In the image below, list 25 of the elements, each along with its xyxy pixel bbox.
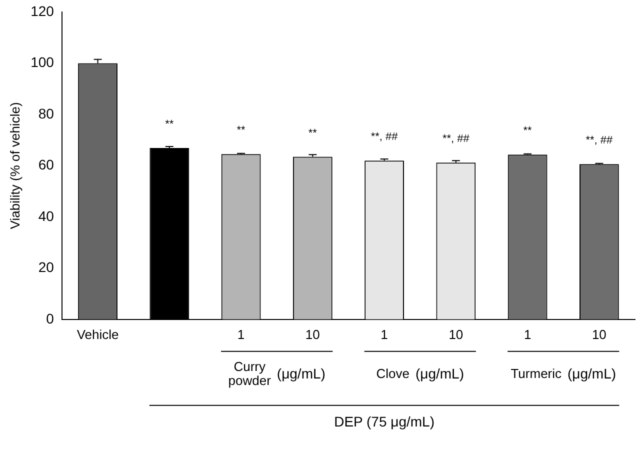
y-axis-title: Viability (% of vehicle) — [7, 102, 22, 230]
x-tick-label: 10 — [448, 326, 464, 342]
x-tick-label: 1 — [237, 326, 245, 342]
data-label: ** — [236, 124, 246, 137]
y-tick-label: 0 — [46, 310, 54, 326]
x-tick-label: Vehicle — [76, 326, 119, 342]
text: Clove (μg/mL) — [376, 365, 464, 382]
text: Turmeric (μg/mL) — [510, 365, 616, 382]
x-tick-label: 10 — [592, 326, 606, 342]
data-label: **, ## — [370, 131, 399, 144]
y-tick-label: 100 — [30, 54, 54, 70]
data-label: **, ## — [442, 133, 470, 146]
y-tick-label: 60 — [38, 156, 54, 173]
y-tick-label: 20 — [38, 259, 54, 276]
text: DEP (75 μg/mL) — [334, 413, 434, 430]
y-tick-label: 80 — [38, 105, 54, 122]
x-tick-label: 10 — [305, 326, 320, 342]
data-label: **, ## — [586, 134, 614, 147]
data-label: ** — [523, 125, 533, 138]
x-tick-label: 1 — [380, 326, 388, 342]
x-tick-label: 1 — [524, 326, 532, 342]
data-label: ** — [165, 118, 174, 131]
y-tick-label: 120 — [30, 2, 54, 19]
data-label: ** — [308, 127, 318, 140]
y-tick-label: 40 — [38, 208, 54, 224]
